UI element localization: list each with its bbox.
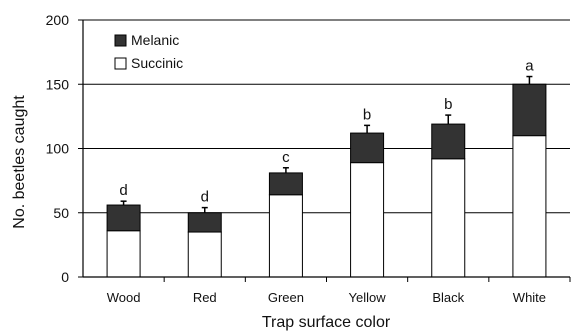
- x-tick-label-black: Black: [432, 290, 464, 305]
- significance-letter-red: d: [201, 189, 209, 206]
- legend: Melanic Succinic: [114, 32, 183, 71]
- significance-letter-wood: d: [119, 182, 127, 199]
- gridlines: [83, 19, 570, 214]
- x-tick-label-yellow: Yellow: [349, 290, 387, 305]
- legend-swatch-melanic: [114, 34, 127, 47]
- bar-succinic-white: [512, 135, 547, 278]
- error-bars: [120, 75, 533, 213]
- bar-succinic-yellow: [350, 162, 385, 278]
- bar-succinic-black: [431, 158, 466, 278]
- y-axis-label: No. beetles caught: [11, 95, 28, 229]
- y-tick-label: 150: [46, 76, 70, 92]
- legend-label-melanic: Melanic: [131, 32, 179, 48]
- x-tick-label-white: White: [513, 290, 546, 305]
- y-tick-labels: 0 50 100 150 200: [46, 12, 83, 285]
- x-tick-label-green: Green: [268, 290, 304, 305]
- bar-succinic-red: [187, 231, 222, 278]
- x-tick-label-red: Red: [193, 290, 217, 305]
- bar-succinic-green: [268, 194, 303, 278]
- bar-succinic-wood: [106, 230, 141, 278]
- legend-swatch-succinic: [114, 57, 127, 70]
- x-tick-labels: Wood Red Green Yellow Black White: [107, 277, 571, 305]
- y-tick-label: 0: [61, 269, 69, 285]
- bar-melanic-yellow: [350, 132, 385, 164]
- significance-letter-green: c: [282, 149, 290, 166]
- bar-melanic-white: [512, 83, 547, 137]
- bar-melanic-red: [187, 212, 222, 233]
- bar-melanic-black: [431, 123, 466, 160]
- bar-melanic-wood: [106, 204, 141, 232]
- y-tick-label: 50: [53, 205, 69, 221]
- y-tick-label: 100: [46, 141, 70, 157]
- significance-letter-black: b: [444, 96, 452, 113]
- legend-label-succinic: Succinic: [131, 55, 183, 71]
- significance-letter-yellow: b: [363, 106, 371, 123]
- y-tick-label: 200: [46, 12, 70, 28]
- bars: [106, 83, 547, 278]
- significance-letters: d d c b b a: [119, 58, 534, 206]
- x-tick-label-wood: Wood: [107, 290, 141, 305]
- significance-letter-white: a: [525, 58, 534, 75]
- x-axis-label: Trap surface color: [262, 314, 391, 331]
- bar-melanic-green: [268, 172, 303, 196]
